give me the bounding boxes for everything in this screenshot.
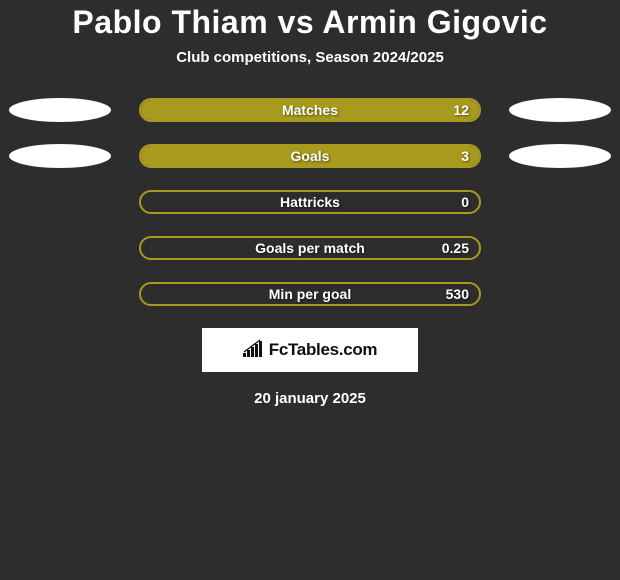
stat-value: 0 bbox=[461, 194, 469, 210]
logo-box[interactable]: FcTables.com bbox=[202, 328, 418, 372]
player-right-indicator bbox=[509, 144, 611, 168]
stat-bar: Matches12 bbox=[139, 98, 481, 122]
spacer bbox=[509, 282, 611, 306]
logo-inner: FcTables.com bbox=[243, 339, 378, 362]
stat-row: Hattricks0 bbox=[0, 190, 620, 214]
stat-value: 3 bbox=[461, 148, 469, 164]
stat-label: Min per goal bbox=[141, 286, 479, 302]
player-right-indicator bbox=[509, 98, 611, 122]
main-container: Pablo Thiam vs Armin Gigovic Club compet… bbox=[0, 0, 620, 407]
stat-value: 0.25 bbox=[442, 240, 469, 256]
stat-row: Goals per match0.25 bbox=[0, 236, 620, 260]
stat-label: Hattricks bbox=[141, 194, 479, 210]
subtitle: Club competitions, Season 2024/2025 bbox=[0, 49, 620, 66]
stat-bar: Min per goal530 bbox=[139, 282, 481, 306]
stat-row: Min per goal530 bbox=[0, 282, 620, 306]
stat-bar: Goals per match0.25 bbox=[139, 236, 481, 260]
spacer bbox=[9, 236, 111, 260]
stat-label: Goals per match bbox=[141, 240, 479, 256]
logo-text: FcTables.com bbox=[269, 340, 378, 360]
stat-value: 530 bbox=[446, 286, 469, 302]
stat-label: Goals bbox=[141, 148, 479, 164]
spacer bbox=[509, 236, 611, 260]
stat-label: Matches bbox=[141, 102, 479, 118]
chart-bars-icon bbox=[243, 339, 265, 362]
stats-area: Matches12 Goals3 Hattricks0 Goals per match… bbox=[0, 98, 620, 306]
spacer bbox=[9, 282, 111, 306]
player-left-indicator bbox=[9, 144, 111, 168]
stat-row: Goals3 bbox=[0, 144, 620, 168]
stat-row: Matches12 bbox=[0, 98, 620, 122]
date-text: 20 january 2025 bbox=[0, 390, 620, 407]
spacer bbox=[9, 190, 111, 214]
spacer bbox=[509, 190, 611, 214]
stat-bar: Goals3 bbox=[139, 144, 481, 168]
stat-bar: Hattricks0 bbox=[139, 190, 481, 214]
player-left-indicator bbox=[9, 98, 111, 122]
stat-value: 12 bbox=[453, 102, 469, 118]
page-title: Pablo Thiam vs Armin Gigovic bbox=[0, 4, 620, 49]
